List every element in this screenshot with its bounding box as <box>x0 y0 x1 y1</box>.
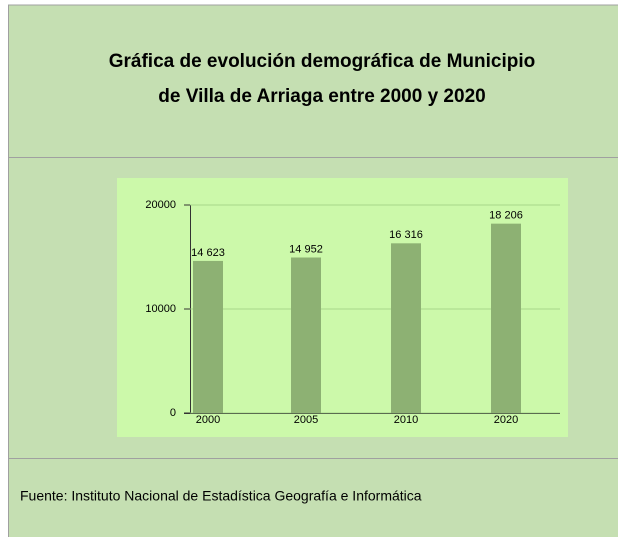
data-label: 14 623 <box>191 247 225 259</box>
y-tick-label: 10000 <box>145 303 176 315</box>
bar <box>291 257 321 413</box>
bar <box>193 260 223 413</box>
data-label: 16 316 <box>389 229 423 241</box>
x-tick-label: 2005 <box>294 414 318 426</box>
bar <box>391 243 421 413</box>
bar <box>491 223 521 413</box>
x-tick-label: 2000 <box>196 414 220 426</box>
x-tick-label: 2010 <box>394 414 418 426</box>
data-label: 14 952 <box>289 243 323 255</box>
x-tick-label: 2020 <box>494 414 518 426</box>
title: de Villa de Arriaga entre 2000 y 2020 <box>158 86 485 107</box>
y-tick-label: 20000 <box>145 199 176 211</box>
source: Fuente: Instituto Nacional de Estadístic… <box>20 488 422 504</box>
y-tick-label: 0 <box>170 407 176 419</box>
title: Gráfica de evolución demográfica de Muni… <box>109 51 536 72</box>
data-label: 18 206 <box>489 210 523 222</box>
